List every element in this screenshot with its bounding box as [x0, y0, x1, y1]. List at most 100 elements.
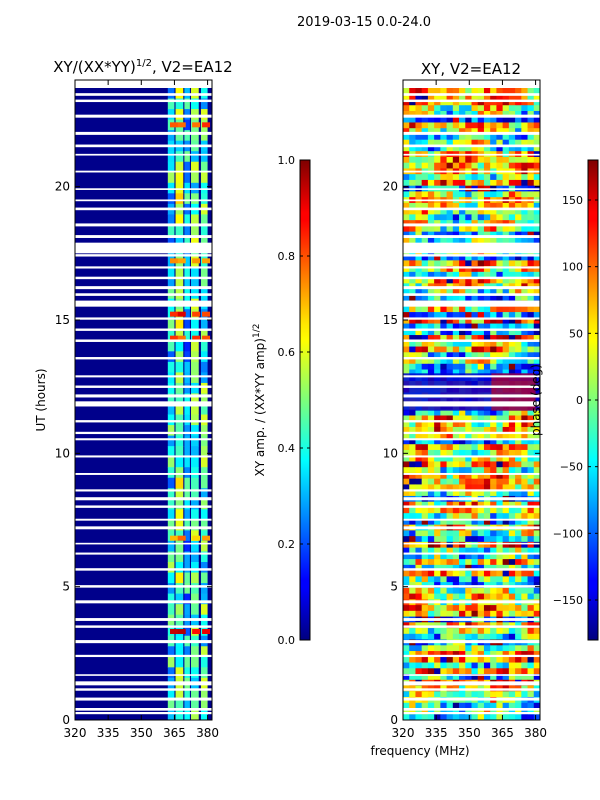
phase-heat-cell	[421, 99, 429, 106]
phase-heat-cell	[465, 202, 472, 210]
phase-heat-cell	[434, 116, 441, 123]
phase-heat-cell	[490, 317, 497, 324]
phase-heat-cell	[533, 139, 540, 146]
phase-heat-cell	[465, 662, 472, 669]
phase-heat-cell	[459, 501, 466, 508]
phase-heat-cell	[452, 294, 460, 301]
phase-heat-cell	[452, 714, 460, 720]
phase-heat-cell	[533, 674, 540, 681]
phase-heat-cell	[415, 605, 423, 612]
phase-heat-cell	[477, 662, 485, 669]
phase-heat-cell	[427, 421, 435, 428]
amp-heat-cell	[167, 477, 175, 489]
phase-heat-cell	[421, 536, 429, 543]
phase-heat-cell	[434, 99, 441, 106]
phase-heat-cell	[459, 214, 466, 221]
phase-heat-cell	[508, 633, 516, 640]
phase-heat-cell	[434, 225, 441, 233]
phase-heat-cell	[446, 93, 454, 100]
phase-heat-cell	[415, 162, 423, 169]
phase-heat-cell	[496, 714, 504, 720]
phase-flag-row	[403, 375, 540, 378]
phase-heat-cell	[434, 501, 441, 508]
phase-heat-cell	[508, 490, 516, 497]
phase-heat-cell	[421, 312, 429, 319]
phase-heat-cell	[483, 490, 491, 497]
phase-heat-cell	[452, 472, 460, 480]
phase-heat-cell	[496, 501, 504, 508]
phase-heat-cell	[434, 317, 441, 324]
phase-heat-cell	[527, 714, 535, 720]
phase-heat-cell	[409, 312, 416, 319]
phase-heat-cell	[421, 714, 429, 720]
phase-heat-cell	[421, 369, 429, 376]
phase-heat-cell	[465, 501, 472, 508]
phase-heat-cell	[446, 576, 454, 583]
phase-heat-cell	[477, 547, 485, 554]
phase-heat-cell	[490, 335, 497, 342]
phase-heat-cell	[459, 438, 466, 445]
phase-heat-cell	[502, 335, 510, 342]
phase-heat-cell	[427, 329, 435, 336]
phase-heat-cell	[471, 174, 479, 181]
phase-heat-cell	[471, 231, 479, 238]
phase-heat-cell	[403, 668, 410, 675]
phase-heat-cell	[409, 570, 416, 577]
phase-heat-cell	[483, 122, 491, 129]
amp-flag-row	[75, 472, 212, 475]
amp-heat-cell	[175, 656, 184, 668]
phase-heat-cell	[471, 449, 479, 457]
phase-heat-cell	[521, 335, 528, 342]
phase-heat-cell	[434, 220, 441, 227]
phase-heat-cell	[465, 220, 472, 227]
phase-heat-cell	[415, 668, 423, 675]
phase-heat-cell	[403, 501, 410, 508]
phase-heat-cell	[446, 116, 454, 123]
phase-heat-cell	[415, 156, 423, 164]
phase-heat-cell	[533, 536, 540, 543]
phase-heat-cell	[496, 208, 504, 215]
phase-heat-cell	[403, 145, 410, 152]
phase-heat-cell	[490, 438, 497, 445]
phase-heat-cell	[434, 306, 441, 313]
phase-heat-cell	[409, 122, 416, 129]
phase-heat-cell	[446, 214, 454, 221]
phase-heat-cell	[502, 317, 510, 324]
phase-heat-cell	[490, 363, 497, 370]
phase-heat-cell	[508, 559, 516, 566]
phase-heat-cell	[490, 662, 497, 669]
phase-ytick-label: 20	[383, 180, 398, 194]
phase-heat-cell	[533, 628, 540, 635]
phase-heat-cell	[496, 467, 504, 474]
phase-heat-cell	[452, 214, 460, 221]
amp-heat-cell	[167, 509, 175, 521]
amp-heat-cell	[191, 656, 199, 668]
amp-colorbar-tick-label: 0.8	[278, 250, 296, 263]
phase-colorbar-tick-label: −50	[560, 461, 583, 474]
phase-heat-cell	[508, 317, 516, 324]
phase-heat-cell	[515, 513, 522, 520]
phase-heat-cell	[452, 162, 460, 169]
phase-heat-cell	[490, 122, 497, 129]
phase-heat-cell	[421, 702, 429, 709]
phase-heat-cell	[477, 191, 485, 198]
phase-heat-cell	[502, 289, 510, 296]
phase-heat-cell	[409, 518, 416, 526]
phase-heat-cell	[440, 340, 447, 347]
phase-heat-cell	[502, 352, 510, 359]
amp-heat-cell	[177, 535, 186, 541]
phase-heat-cell	[446, 507, 454, 514]
phase-heat-cell	[515, 484, 522, 491]
phase-heat-cell	[515, 294, 522, 301]
phase-heat-cell	[434, 633, 441, 640]
amp-heat-cell	[191, 382, 199, 394]
phase-heat-cell	[459, 116, 466, 123]
phase-heat-cell	[533, 484, 540, 491]
amp-heat-cell	[200, 562, 208, 574]
amp-heat-cell	[192, 311, 201, 317]
phase-heat-cell	[483, 668, 491, 675]
phase-heat-cell	[490, 254, 497, 261]
phase-heat-cell	[515, 409, 522, 416]
phase-heat-cell	[446, 501, 454, 508]
phase-heat-cell	[533, 605, 540, 612]
